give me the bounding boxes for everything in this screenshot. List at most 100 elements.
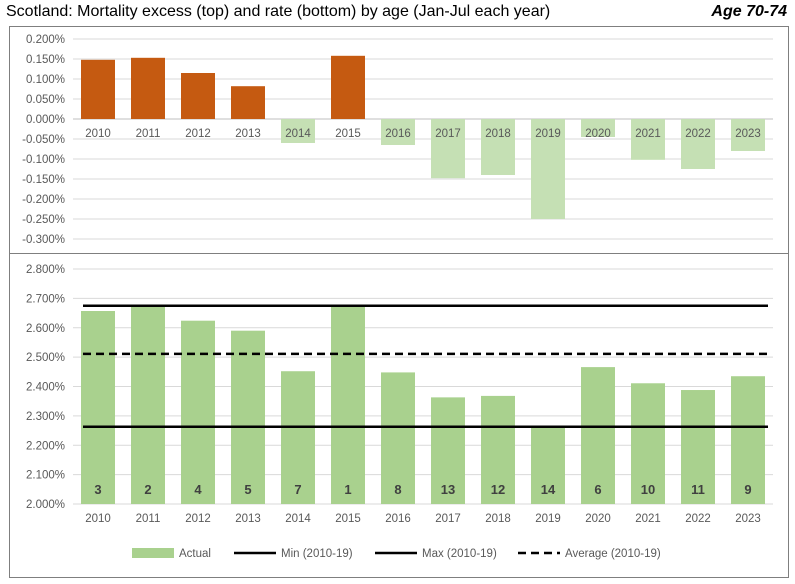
y-tick-label: -0.200% xyxy=(22,194,65,206)
x-tick-label: 2020 xyxy=(585,513,611,525)
y-tick-label: 0.200% xyxy=(26,34,65,46)
excess-bar xyxy=(281,119,315,143)
y-tick-label: 0.100% xyxy=(26,74,65,86)
rate-bar xyxy=(331,305,365,504)
y-tick-label: -0.100% xyxy=(22,154,65,166)
excess-chart-panel: 0.200% 0.150% 0.100% 0.050% 0.000% -0.050% -0.… xyxy=(9,26,789,254)
excess-bar xyxy=(81,59,115,119)
x-tick-label: 2022 xyxy=(685,128,711,140)
y-tick-label: -0.150% xyxy=(22,174,65,186)
excess-bar xyxy=(681,119,715,169)
x-tick-label: 2010 xyxy=(85,128,111,140)
x-tick-label: 2014 xyxy=(285,513,311,525)
rank-label: 3 xyxy=(94,482,101,497)
rank-label: 1 xyxy=(344,482,351,497)
legend-swatch-actual xyxy=(132,548,174,558)
rate-bar xyxy=(631,383,665,504)
rate-bar xyxy=(231,330,265,504)
x-tick-label: 2021 xyxy=(635,128,661,140)
x-tick-label: 2017 xyxy=(435,128,461,140)
legend-label: Average (2010-19) xyxy=(565,548,661,560)
rate-bar xyxy=(131,305,165,504)
x-tick-label: 2015 xyxy=(335,128,361,140)
x-tick-label: 2013 xyxy=(235,513,261,525)
chart-subtitle: Age 70-74 xyxy=(711,3,787,20)
excess-bar xyxy=(581,119,615,137)
x-tick-label: 2010 xyxy=(85,513,111,525)
y-tick-label: -0.300% xyxy=(22,234,65,246)
y-tick-label: 0.050% xyxy=(26,94,65,106)
chart-title: Scotland: Mortality excess (top) and rat… xyxy=(6,3,551,20)
rate-bar xyxy=(531,426,565,504)
excess-bar xyxy=(381,119,415,145)
y-tick-label: 2.700% xyxy=(26,293,65,305)
x-tick-label: 2014 xyxy=(285,128,311,140)
x-tick-label: 2012 xyxy=(185,513,211,525)
rank-label: 10 xyxy=(641,482,655,497)
x-tick-label: 2018 xyxy=(485,128,511,140)
excess-bar xyxy=(331,55,365,119)
x-tick-label: 2013 xyxy=(235,128,261,140)
x-tick-label: 2016 xyxy=(385,513,411,525)
y-tick-label: 0.150% xyxy=(26,54,65,66)
x-tick-label: 2023 xyxy=(735,513,761,525)
rate-chart: 2.800% 2.700% 2.600% 2.500% 2.400% 2.300% 2.20… xyxy=(26,264,773,560)
excess-chart: 0.200% 0.150% 0.100% 0.050% 0.000% -0.050% -0.… xyxy=(22,34,773,246)
excess-bar xyxy=(481,119,515,175)
rate-bar xyxy=(731,376,765,504)
rank-label: 8 xyxy=(394,482,401,497)
y-tick-label: -0.250% xyxy=(22,214,65,226)
rank-label: 14 xyxy=(541,482,556,497)
excess-bar xyxy=(531,119,565,219)
rank-label: 12 xyxy=(491,482,505,497)
x-tick-label: 2020 xyxy=(585,128,611,140)
y-tick-label: 2.600% xyxy=(26,323,65,335)
excess-bar xyxy=(731,119,765,151)
rank-label: 13 xyxy=(441,482,455,497)
x-tick-label: 2015 xyxy=(335,513,361,525)
rate-bar xyxy=(681,390,715,504)
x-tick-label: 2012 xyxy=(185,128,211,140)
rank-label: 4 xyxy=(194,482,202,497)
x-tick-label: 2011 xyxy=(136,128,161,140)
excess-bar xyxy=(631,119,665,160)
y-tick-label: 2.200% xyxy=(26,440,65,452)
rank-label: 7 xyxy=(294,482,301,497)
excess-bar xyxy=(431,119,465,179)
rank-label: 11 xyxy=(691,482,705,497)
legend-label: Max (2010-19) xyxy=(422,548,497,560)
y-tick-label: 2.400% xyxy=(26,382,65,394)
rate-bar xyxy=(81,311,115,504)
x-tick-label: 2018 xyxy=(485,513,511,525)
x-tick-label: 2021 xyxy=(635,513,661,525)
x-tick-label: 2017 xyxy=(435,513,461,525)
x-tick-label: 2019 xyxy=(535,513,561,525)
excess-bar xyxy=(231,86,265,119)
y-tick-label: 2.500% xyxy=(26,352,65,364)
y-tick-label: 2.000% xyxy=(26,499,65,511)
rate-bar xyxy=(581,367,615,504)
legend-label: Actual xyxy=(179,548,211,560)
x-tick-label: 2016 xyxy=(385,128,411,140)
rank-label: 6 xyxy=(594,482,601,497)
rate-bar xyxy=(281,371,315,504)
y-tick-label: 0.000% xyxy=(26,114,65,126)
x-tick-label: 2011 xyxy=(136,513,161,525)
y-tick-label: 2.100% xyxy=(26,470,65,482)
rank-label: 2 xyxy=(144,482,151,497)
rate-bar xyxy=(381,372,415,504)
excess-bar xyxy=(181,73,215,119)
legend-label: Min (2010-19) xyxy=(281,548,353,560)
x-tick-label: 2019 xyxy=(535,128,561,140)
rank-label: 9 xyxy=(744,482,751,497)
rank-label: 5 xyxy=(244,482,251,497)
rate-bar xyxy=(181,320,215,504)
y-tick-label: -0.050% xyxy=(22,134,65,146)
y-tick-label: 2.800% xyxy=(26,264,65,276)
x-tick-label: 2023 xyxy=(735,128,761,140)
rate-chart-panel: 2.800% 2.700% 2.600% 2.500% 2.400% 2.300% 2.20… xyxy=(9,253,789,578)
x-tick-label: 2022 xyxy=(685,513,711,525)
rate-bar xyxy=(481,395,515,504)
y-tick-label: 2.300% xyxy=(26,411,65,423)
excess-bar xyxy=(131,57,165,119)
